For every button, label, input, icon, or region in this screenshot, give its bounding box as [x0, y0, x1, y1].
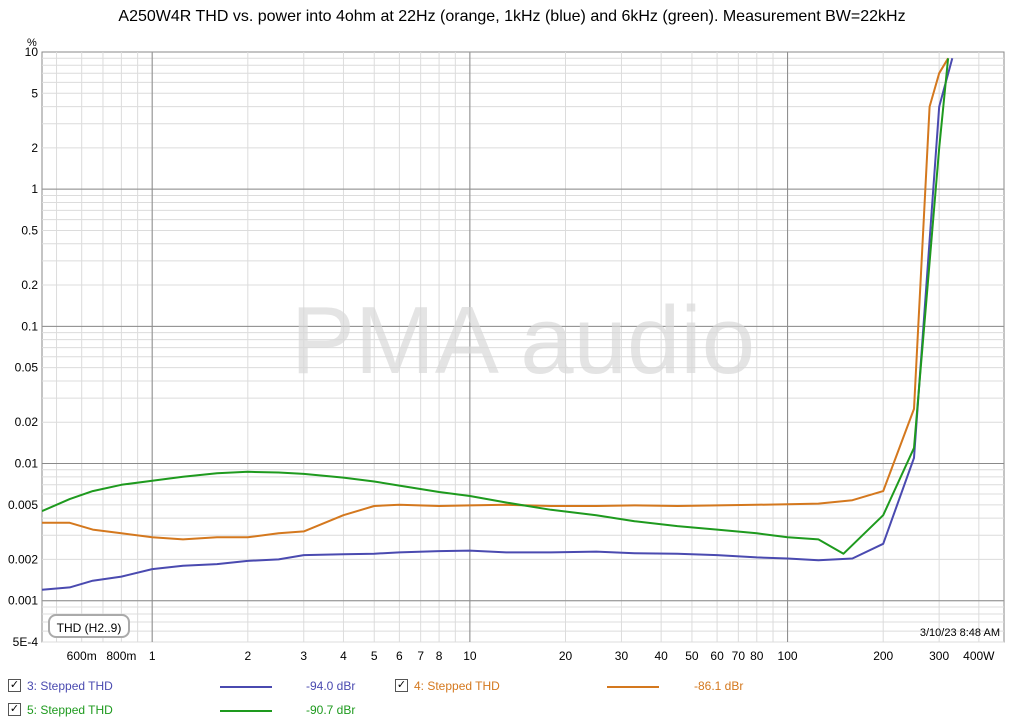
x-tick-label: 2: [244, 649, 251, 663]
series-3-name: 3: Stepped THD: [27, 679, 113, 693]
series-3-value: -94.0 dBr: [306, 679, 356, 693]
x-tick-label: 10: [463, 649, 477, 663]
chart-title: A250W4R THD vs. power into 4ohm at 22Hz …: [118, 8, 906, 25]
thd-chart: PMA audio 600m 800m 1 2 3 4 5 6 7 8 10 20 30 40 50 60 70…: [8, 37, 1005, 663]
x-tick-label: 5: [371, 649, 378, 663]
y-tick-label: 10: [25, 45, 39, 59]
series-5-swatch: [220, 710, 272, 712]
x-tick-labels: 600m 800m 1 2 3 4 5 6 7 8 10 20 30 40 50 60 70 80 100 200 30…: [67, 649, 996, 663]
plot-area: [41, 51, 1005, 643]
series-4-name: 4: Stepped THD: [414, 679, 500, 693]
x-tick-label: 100: [778, 649, 798, 663]
series-3-checkbox[interactable]: ✓: [8, 679, 21, 692]
x-tick-label: 20: [559, 649, 573, 663]
y-tick-label: 0.01: [15, 457, 39, 471]
y-tick-labels: 10 5 2 1 0.5 0.2 0.1 0.05 0.02 0.01 0.005 0.002 0.00…: [8, 45, 38, 649]
measurement-type-badge[interactable]: THD (H2..9): [48, 614, 130, 638]
y-tick-label: 0.05: [15, 361, 39, 375]
x-tick-label: 70: [732, 649, 746, 663]
series-5-checkbox[interactable]: ✓: [8, 703, 21, 716]
y-tick-label: 0.2: [21, 278, 38, 292]
x-tick-label: 600m: [67, 649, 97, 663]
series-line-4: [42, 57, 949, 541]
series-5-value: -90.7 dBr: [306, 703, 356, 717]
x-tick-label: 4: [340, 649, 347, 663]
y-tick-label: 2: [31, 141, 38, 155]
grid-major: [42, 52, 1004, 642]
series-4-value: -86.1 dBr: [694, 679, 744, 693]
y-tick-label: 1: [31, 182, 38, 196]
x-tick-label: 400W: [963, 649, 995, 663]
y-tick-label: 5E-4: [13, 635, 39, 649]
series-line-5: [42, 58, 950, 555]
series-line-3: [42, 58, 954, 591]
x-tick-label: 7: [417, 649, 424, 663]
series-layer: [42, 57, 954, 591]
y-tick-label: 0.001: [8, 594, 38, 608]
timestamp: 3/10/23 8:48 AM: [919, 627, 1000, 639]
x-tick-label: 40: [654, 649, 668, 663]
y-tick-label: 0.1: [21, 319, 38, 333]
series-5-name: 5: Stepped THD: [27, 703, 113, 717]
x-tick-label: 6: [396, 649, 403, 663]
x-tick-label: 3: [300, 649, 307, 663]
series-3-swatch: [220, 686, 272, 688]
x-tick-label: 30: [615, 649, 629, 663]
x-tick-label: 50: [685, 649, 699, 663]
series-4-checkbox[interactable]: ✓: [395, 679, 408, 692]
x-tick-label: 200: [873, 649, 893, 663]
x-tick-label: 300: [929, 649, 949, 663]
y-axis-unit: %: [27, 37, 37, 49]
y-tick-label: 0.02: [15, 415, 39, 429]
x-tick-label: 60: [710, 649, 724, 663]
x-tick-label: 80: [750, 649, 764, 663]
y-tick-label: 0.002: [8, 552, 38, 566]
x-tick-label: 800m: [106, 649, 136, 663]
y-tick-label: 0.005: [8, 498, 38, 512]
watermark-text: PMA audio: [291, 287, 755, 394]
x-tick-label: 1: [149, 649, 156, 663]
y-tick-label: 5: [31, 86, 38, 100]
x-tick-label: 8: [436, 649, 443, 663]
y-tick-label: 0.5: [21, 223, 38, 237]
series-4-swatch: [607, 686, 659, 688]
